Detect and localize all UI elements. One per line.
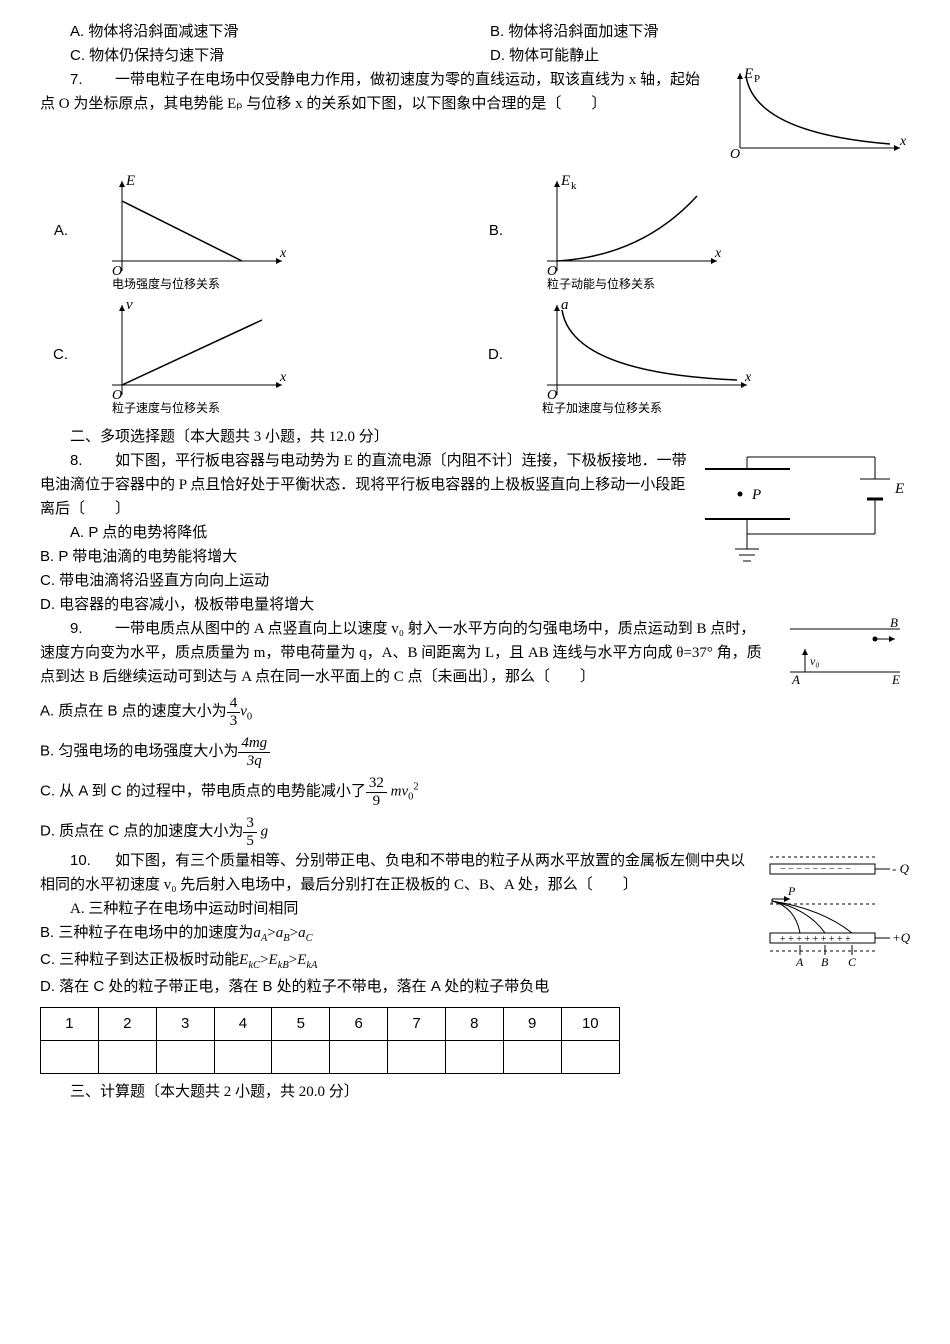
q7-graph-C: C. v x O 粒子速度与位移关系: [40, 295, 475, 415]
q7-prompt: 一带电粒子在电场中仅受静电力作用，做初速度为零的直线运动，取该直线为 x 轴，起…: [40, 72, 700, 112]
q9-num: 9.: [40, 617, 115, 641]
svg-text:E: E: [891, 672, 900, 687]
svg-text:x: x: [744, 370, 752, 385]
grid-h9: 9: [503, 1007, 561, 1040]
grid-answer-row: [41, 1040, 620, 1073]
section3-title: 三、计算题〔本大题共 2 小题，共 20.0 分〕: [40, 1080, 910, 1104]
q8-num: 8.: [40, 449, 115, 473]
svg-text:− − − − − − − − −: − − − − − − − − −: [780, 864, 851, 875]
q10-A: A. 三种粒子在电场中运动时间相同: [40, 897, 750, 921]
svg-text:a: a: [561, 297, 569, 313]
q8: 8.如下图，平行板电容器与电动势为 E 的直流电源〔内阻不计〕连接，下极板接地．…: [40, 449, 910, 617]
svg-text:E: E: [560, 173, 570, 189]
q8-A: A. P 点的电势将降低: [40, 521, 690, 545]
svg-text:v: v: [126, 297, 133, 313]
svg-text:粒子速度与位移关系: 粒子速度与位移关系: [112, 400, 220, 415]
grid-h8: 8: [445, 1007, 503, 1040]
q8-C: C. 带电油滴将沿竖直方向向上运动: [40, 569, 690, 593]
svg-text:k: k: [571, 180, 577, 192]
q9-A: A. 质点在 B 点的速度大小为43v0: [40, 695, 770, 729]
q9-C: C. 从 A 到 C 的过程中，带电质点的电势能减小了329 mv02: [40, 775, 770, 809]
q7-graph-A: A. E x O 电场强度与位移关系: [40, 171, 475, 291]
q7-graph-D: D. a x O 粒子加速度与位移关系: [475, 295, 910, 415]
q9: 9.一带电质点从图中的 A 点竖直向上以速度 v₀ 射入一水平方向的匀强电场中，…: [40, 617, 910, 849]
section2-title: 二、多项选择题〔本大题共 3 小题，共 12.0 分〕: [40, 425, 910, 449]
svg-text:电场强度与位移关系: 电场强度与位移关系: [112, 276, 220, 291]
q8-fig: P E: [700, 449, 910, 577]
svg-text:A: A: [791, 672, 800, 687]
svg-text:A: A: [795, 955, 804, 969]
q7-num: 7.: [40, 68, 115, 92]
svg-text:v₀: v₀: [810, 654, 820, 668]
grid-h10: 10: [561, 1007, 619, 1040]
svg-text:- Q: - Q: [892, 861, 910, 876]
q9-fig: B A v₀ E: [780, 617, 910, 705]
q8-prompt: 如下图，平行板电容器与电动势为 E 的直流电源〔内阻不计〕连接，下极板接地．一带…: [40, 453, 687, 517]
grid-h4: 4: [214, 1007, 272, 1040]
q8-B: B. P 带电油滴的电势能将增大: [40, 545, 690, 569]
q8-D: D. 电容器的电容减小，极板带电量将增大: [40, 593, 690, 617]
svg-text:粒子加速度与位移关系: 粒子加速度与位移关系: [542, 400, 662, 415]
svg-text:+ + + + + + + + +: + + + + + + + + +: [780, 934, 851, 945]
svg-text:P: P: [751, 487, 761, 503]
svg-text:x: x: [279, 246, 287, 261]
q9-B: B. 匀强电场的电场强度大小为4mg3q: [40, 735, 770, 769]
q10-fig: − − − − − − − − − - Q P + + + + + + + + …: [760, 849, 910, 977]
svg-text:P: P: [787, 884, 796, 898]
svg-text:E: E: [125, 173, 135, 189]
svg-text:P: P: [754, 73, 760, 85]
svg-text:x: x: [714, 246, 722, 261]
grid-h5: 5: [272, 1007, 330, 1040]
q6-A: A. 物体将沿斜面减速下滑: [70, 20, 490, 44]
q7-graph-B: B. E k x O 粒子动能与位移关系: [475, 171, 910, 291]
grid-h7: 7: [388, 1007, 446, 1040]
svg-text:+Q: +Q: [892, 930, 910, 945]
grid-h1: 1: [41, 1007, 99, 1040]
grid-h2: 2: [98, 1007, 156, 1040]
q6-D: D. 物体可能静止: [490, 44, 910, 68]
q9-prompt: 一带电质点从图中的 A 点竖直向上以速度 v₀ 射入一水平方向的匀强电场中，质点…: [40, 621, 762, 685]
svg-text:E: E: [894, 481, 904, 497]
q10-prompt: 如下图，有三个质量相等、分别带正电、负电和不带电的粒子从两水平放置的金属板左侧中…: [40, 853, 745, 893]
grid-h3: 3: [156, 1007, 214, 1040]
q9-D: D. 质点在 C 点的加速度大小为35 g: [40, 815, 770, 849]
svg-text:x: x: [899, 134, 907, 149]
svg-text:O: O: [730, 147, 740, 162]
answer-grid: 1 2 3 4 5 6 7 8 9 10: [40, 1007, 620, 1074]
grid-header-row: 1 2 3 4 5 6 7 8 9 10: [41, 1007, 620, 1040]
q6-C: C. 物体仍保持匀速下滑: [70, 44, 490, 68]
q7-fig: O E P x: [720, 68, 910, 171]
svg-text:粒子动能与位移关系: 粒子动能与位移关系: [547, 276, 655, 291]
q7-graphs: A. E x O 电场强度与位移关系 B. E k x O 粒子动能与位移关系 …: [40, 171, 910, 419]
q10: 10.如下图，有三个质量相等、分别带正电、负电和不带电的粒子从两水平放置的金属板…: [40, 849, 910, 999]
grid-h6: 6: [330, 1007, 388, 1040]
q6-B: B. 物体将沿斜面加速下滑: [490, 20, 910, 44]
q10-D: D. 落在 C 处的粒子带正电，落在 B 处的粒子不带电，落在 A 处的粒子带负…: [40, 975, 750, 999]
svg-text:E: E: [743, 68, 753, 82]
q6-options: A. 物体将沿斜面减速下滑 B. 物体将沿斜面加速下滑 C. 物体仍保持匀速下滑…: [40, 20, 910, 68]
q10-C: C. 三种粒子到达正极板时动能EkC>EkB>EkA: [40, 948, 750, 975]
q10-num: 10.: [40, 849, 115, 873]
svg-text:x: x: [279, 370, 287, 385]
q10-B: B. 三种粒子在电场中的加速度为aA>aB>aC: [40, 921, 750, 948]
q7: 7.一带电粒子在电场中仅受静电力作用，做初速度为零的直线运动，取该直线为 x 轴…: [40, 68, 910, 171]
svg-text:B: B: [890, 617, 898, 630]
svg-text:B: B: [821, 955, 829, 969]
svg-text:C: C: [848, 955, 857, 969]
